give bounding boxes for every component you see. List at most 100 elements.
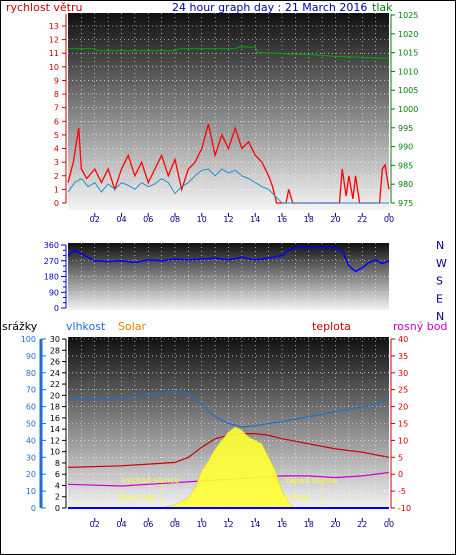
solar-tick-label: 10 [50,448,60,457]
wind-tick-label: 2 [54,172,59,181]
solar-tick-label: 14 [50,425,60,434]
pressure-tick-label: 1010 [398,67,418,76]
pressure-series [68,46,390,59]
rain-tick-label: 80 [26,369,36,378]
wind-tick-label: 12 [49,36,59,45]
hour-label: 16 [277,215,287,224]
solar-tick-label: 28 [50,346,60,355]
pressure-tick-label: 985 [398,161,413,170]
solar-series [161,426,297,509]
temperature-tick-label: -10 [398,504,411,513]
temperature-tick-label: 30 [398,369,408,378]
hour-label: 06 [143,215,153,224]
dewpoint-label: rosný bod [393,320,447,333]
humidity-label: vlhkost [66,320,106,333]
moonrise-annotation: Moon Rise [268,493,309,502]
hour-label: 00 [384,215,394,224]
solar-tick-label: 22 [50,380,60,389]
compass-label: E [436,292,443,305]
solar-tick-label: 2 [55,493,60,502]
wind-tick-label: 4 [54,145,59,154]
humidity-series [67,390,390,428]
rain-tick-label: 60 [26,403,36,412]
hour-label: 10 [197,215,207,224]
solar-tick-label: 0 [55,504,60,513]
hour-label: 12 [223,520,233,529]
direction-tick-label: 0 [54,304,59,313]
compass-label: W [436,257,447,270]
pressure-axis-label: tlak [372,1,393,14]
pressure-tick-label: 1005 [398,86,418,95]
compass-label: N [436,310,444,323]
rain-tick-label: 70 [26,386,36,395]
rain-tick-label: 20 [26,470,36,479]
wind-tick-label: 13 [49,22,59,31]
pressure-tick-label: 990 [398,143,413,152]
rain-tick-label: 100 [21,335,36,344]
rain-tick-label: 50 [26,420,36,429]
hour-label: 14 [250,215,260,224]
solar-tick-label: 12 [50,436,60,445]
wind-tick-label: 8 [54,90,59,99]
gust-series [67,123,390,204]
hour-label: 10 [197,520,207,529]
rain-label: srážky [2,320,38,333]
wind-axis-label: rychlost větru [6,1,82,14]
pressure-tick-label: 995 [398,124,413,133]
rain-tick-label: 30 [26,453,36,462]
solar-tick-label: 6 [55,470,60,479]
pressure-tick-label: 975 [398,199,413,208]
wind-tick-label: 9 [54,76,59,85]
hour-label: 08 [170,520,180,529]
temperature-tick-label: 40 [398,335,408,344]
hour-label: 16 [277,520,287,529]
temperature-tick-label: 25 [398,386,408,395]
sunrise-annotation: východ slunce [122,476,179,485]
pressure-tick-label: 1025 [398,11,418,20]
hour-label: 04 [116,520,126,529]
hour-label: 18 [304,520,314,529]
chart-title: 24 hour graph day : 21 March 2016 [172,1,367,14]
temperature-tick-label: 35 [398,352,408,361]
rain-tick-label: 10 [26,487,36,496]
hour-label: 00 [384,520,394,529]
wind-tick-label: 5 [54,131,59,140]
rain-tick-label: 40 [26,436,36,445]
hour-label: 20 [330,215,340,224]
wind-tick-label: 7 [54,104,59,113]
hour-label: 06 [143,520,153,529]
moonset-annotation: Moon Set [118,493,155,502]
solar-tick-label: 8 [55,459,60,468]
hour-label: 04 [116,215,126,224]
direction-series [67,246,390,273]
hour-label: 12 [223,215,233,224]
pressure-tick-label: 1020 [398,30,418,39]
wind-tick-label: 3 [54,158,59,167]
temperature-tick-label: 5 [398,453,403,462]
compass-label: N [436,239,444,252]
temperature-tick-label: 10 [398,436,408,445]
solar-tick-label: 30 [50,335,60,344]
rain-tick-label: 0 [31,504,36,513]
hour-label: 14 [250,520,260,529]
direction-tick-label: 90 [49,288,59,297]
wind-tick-label: 6 [54,117,59,126]
pressure-tick-label: 980 [398,180,413,189]
wind-tick-label: 11 [49,49,59,58]
temperature-tick-label: 20 [398,403,408,412]
wind-series [67,168,389,204]
pressure-tick-label: 1000 [398,105,418,114]
hour-label: 08 [170,215,180,224]
temperature-tick-label: -5 [398,487,406,496]
hour-label: 02 [90,520,100,529]
compass-label: S [436,275,443,288]
temperature-tick-label: 0 [398,470,403,479]
temperature-tick-label: 15 [398,420,408,429]
solar-tick-label: 26 [50,358,60,367]
hour-label: 18 [304,215,314,224]
solar-tick-label: 24 [50,369,60,378]
direction-tick-label: 270 [44,257,59,266]
sunset-annotation: západ slunce [285,476,338,485]
direction-tick-label: 180 [44,273,59,282]
